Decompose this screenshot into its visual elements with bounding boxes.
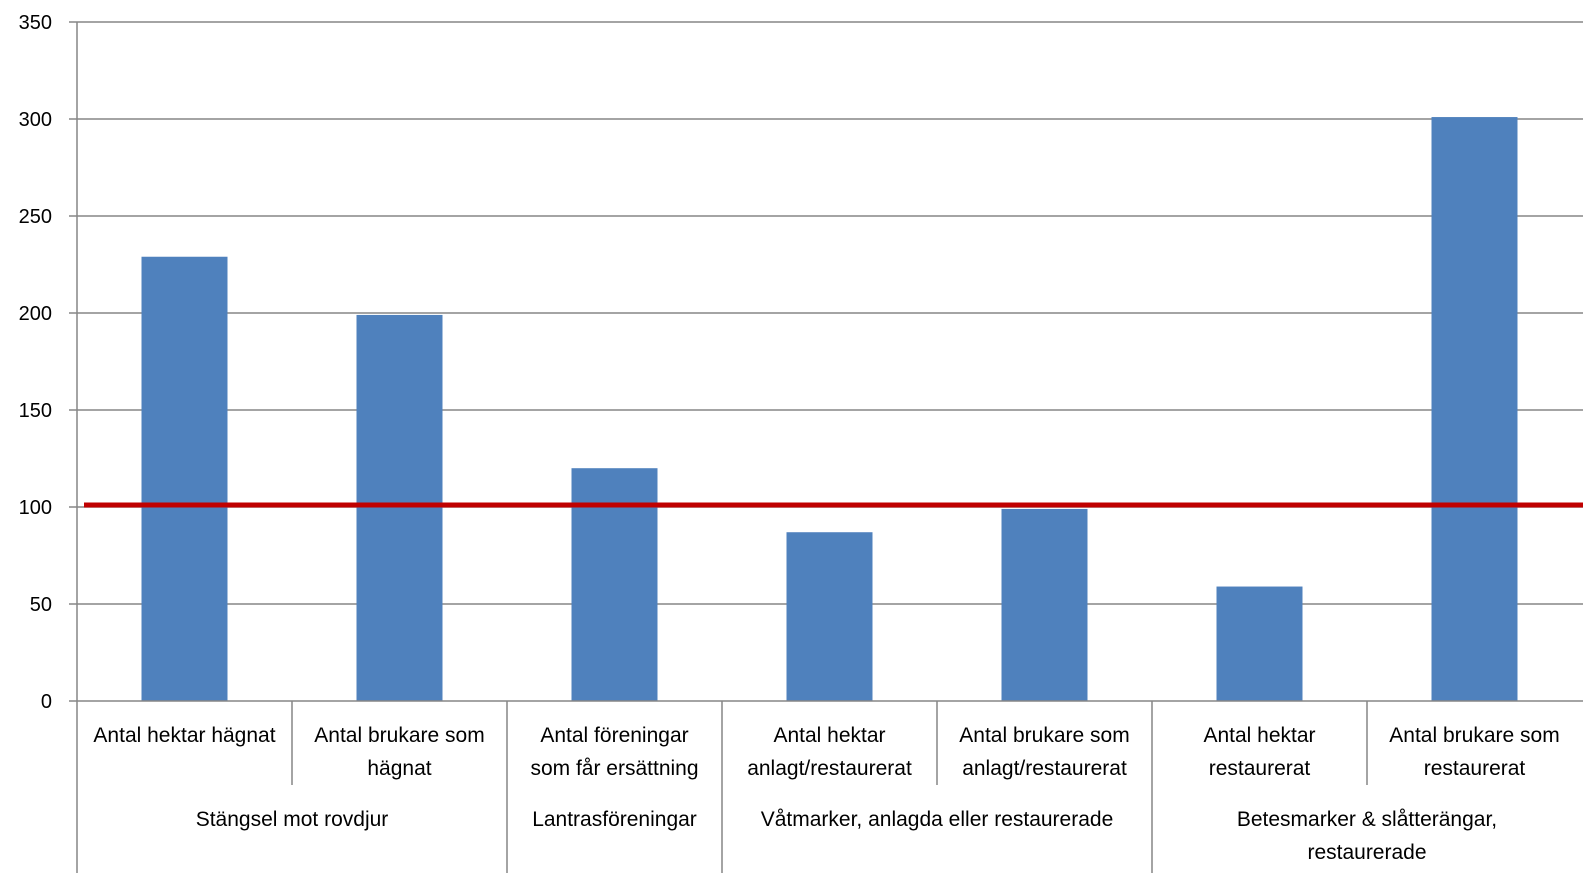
category-label: Antal hektar (773, 724, 885, 747)
bar (1001, 508, 1088, 701)
category-label: som får ersättning (530, 757, 698, 780)
y-tick-label: 200 (19, 303, 52, 325)
category-label: Antal hektar (1203, 724, 1315, 747)
y-tick-label: 350 (19, 12, 52, 34)
category-labels: Antal hektar hägnat Antal brukare som hägn… (93, 724, 1559, 780)
category-label: hägnat (367, 757, 431, 780)
group-label: Våtmarker, anlagda eller restaurerade (761, 808, 1114, 831)
group-label: Betesmarker & slåtterängar, (1237, 808, 1497, 831)
category-label: restaurerat (1209, 757, 1311, 780)
gridlines (77, 21, 1583, 605)
category-label: Antal hektar hägnat (93, 724, 275, 747)
bar (1216, 586, 1303, 701)
category-label: restaurerat (1424, 757, 1526, 780)
y-tick-label: 0 (41, 691, 52, 713)
bar (356, 314, 443, 701)
category-label: anlagt/restaurerat (962, 757, 1127, 780)
category-label: Antal brukare som (959, 724, 1129, 747)
group-label: Lantrasföreningar (532, 808, 697, 831)
bars (141, 117, 1518, 701)
category-label: Antal föreningar (540, 724, 688, 747)
group-labels: Stängsel mot rovdjur Lantrasföreningar Våt… (196, 808, 1497, 864)
y-tick-label: 150 (19, 400, 52, 422)
y-axis-ticks: 0 50 100 150 200 250 300 350 (19, 12, 77, 713)
category-label: Antal brukare som (1389, 724, 1559, 747)
bar (786, 532, 873, 701)
y-tick-label: 50 (30, 594, 52, 616)
bar (141, 256, 228, 701)
category-label: Antal brukare som (314, 724, 484, 747)
y-tick-label: 300 (19, 109, 52, 131)
y-tick-label: 250 (19, 206, 52, 228)
group-label: Stängsel mot rovdjur (196, 808, 389, 831)
axes (76, 22, 1583, 873)
group-label: restaurerade (1307, 841, 1426, 864)
bar (1431, 117, 1518, 701)
category-label: anlagt/restaurerat (747, 757, 912, 780)
y-tick-label: 100 (19, 497, 52, 519)
